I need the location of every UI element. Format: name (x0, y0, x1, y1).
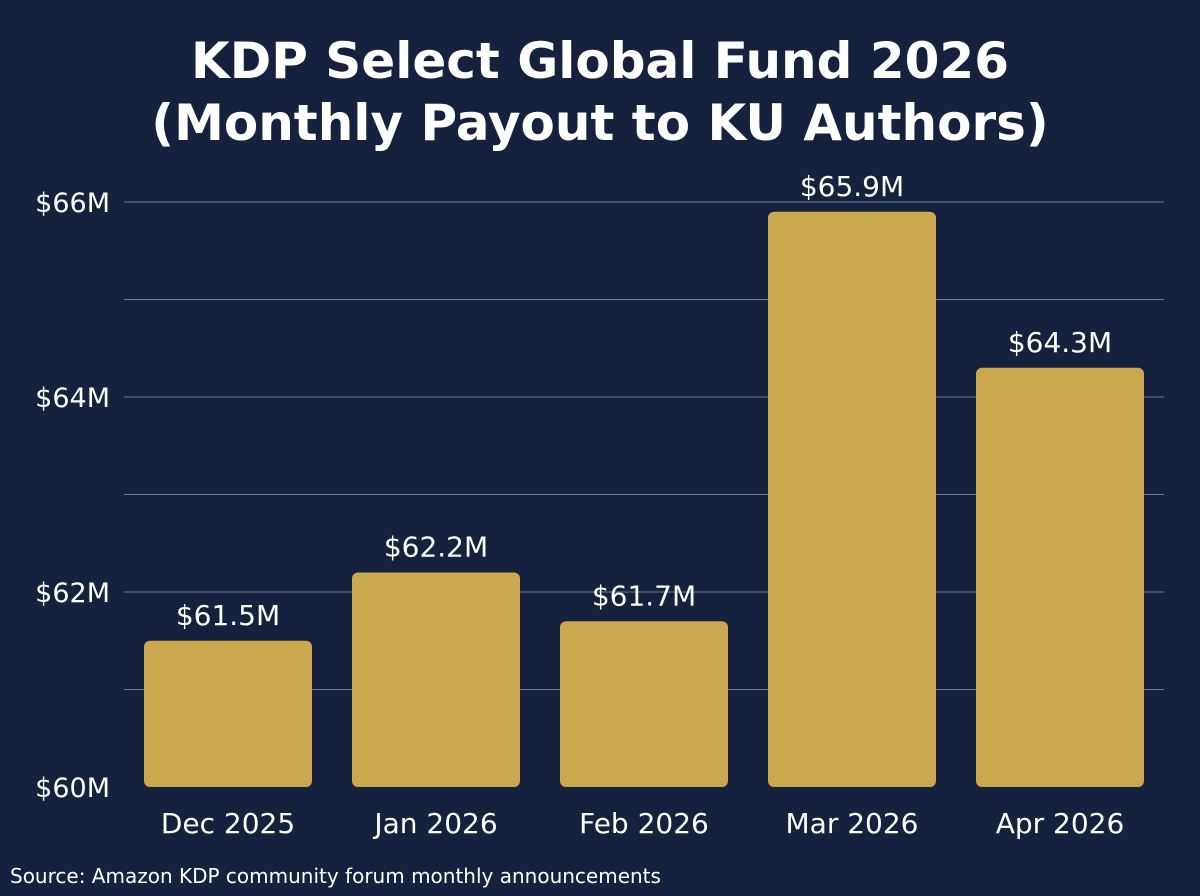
bar-value-label: $64.3M (1008, 326, 1112, 359)
x-axis: Dec 2025 Jan 2026 Feb 2026 Mar 2026 Apr 2026 (161, 807, 1124, 840)
y-tick-label: $66M (35, 188, 110, 219)
value-labels: $61.5M $62.2M $61.7M $65.9M $64.3M (176, 170, 1112, 632)
chart-title-line-1: KDP Select Global Fund 2026 (190, 32, 1010, 90)
chart-title-line-2: (Monthly Payout to KU Authors) (151, 94, 1049, 152)
bar (768, 211, 936, 787)
bar-value-label: $62.2M (384, 531, 488, 564)
source-note: Source: Amazon KDP community forum month… (10, 864, 661, 888)
x-category-label: Mar 2026 (786, 807, 919, 840)
bar (560, 621, 728, 787)
chart-title: KDP Select Global Fund 2026 (Monthly Pay… (0, 30, 1200, 154)
y-tick-label: $62M (35, 578, 110, 609)
bar-value-label: $61.7M (592, 579, 696, 612)
y-tick-label: $60M (35, 773, 110, 804)
bar-value-label: $61.5M (176, 599, 280, 632)
x-category-label: Feb 2026 (579, 807, 709, 840)
x-category-label: Dec 2025 (161, 807, 295, 840)
bar (976, 367, 1144, 787)
x-category-label: Apr 2026 (996, 807, 1125, 840)
bar-value-label: $65.9M (800, 170, 904, 203)
x-category-label: Jan 2026 (372, 807, 497, 840)
y-tick-label: $64M (35, 383, 110, 414)
bars (144, 211, 1144, 787)
bar (144, 640, 312, 787)
bar (352, 572, 520, 787)
y-axis: $60M $62M $64M $66M (35, 188, 110, 804)
